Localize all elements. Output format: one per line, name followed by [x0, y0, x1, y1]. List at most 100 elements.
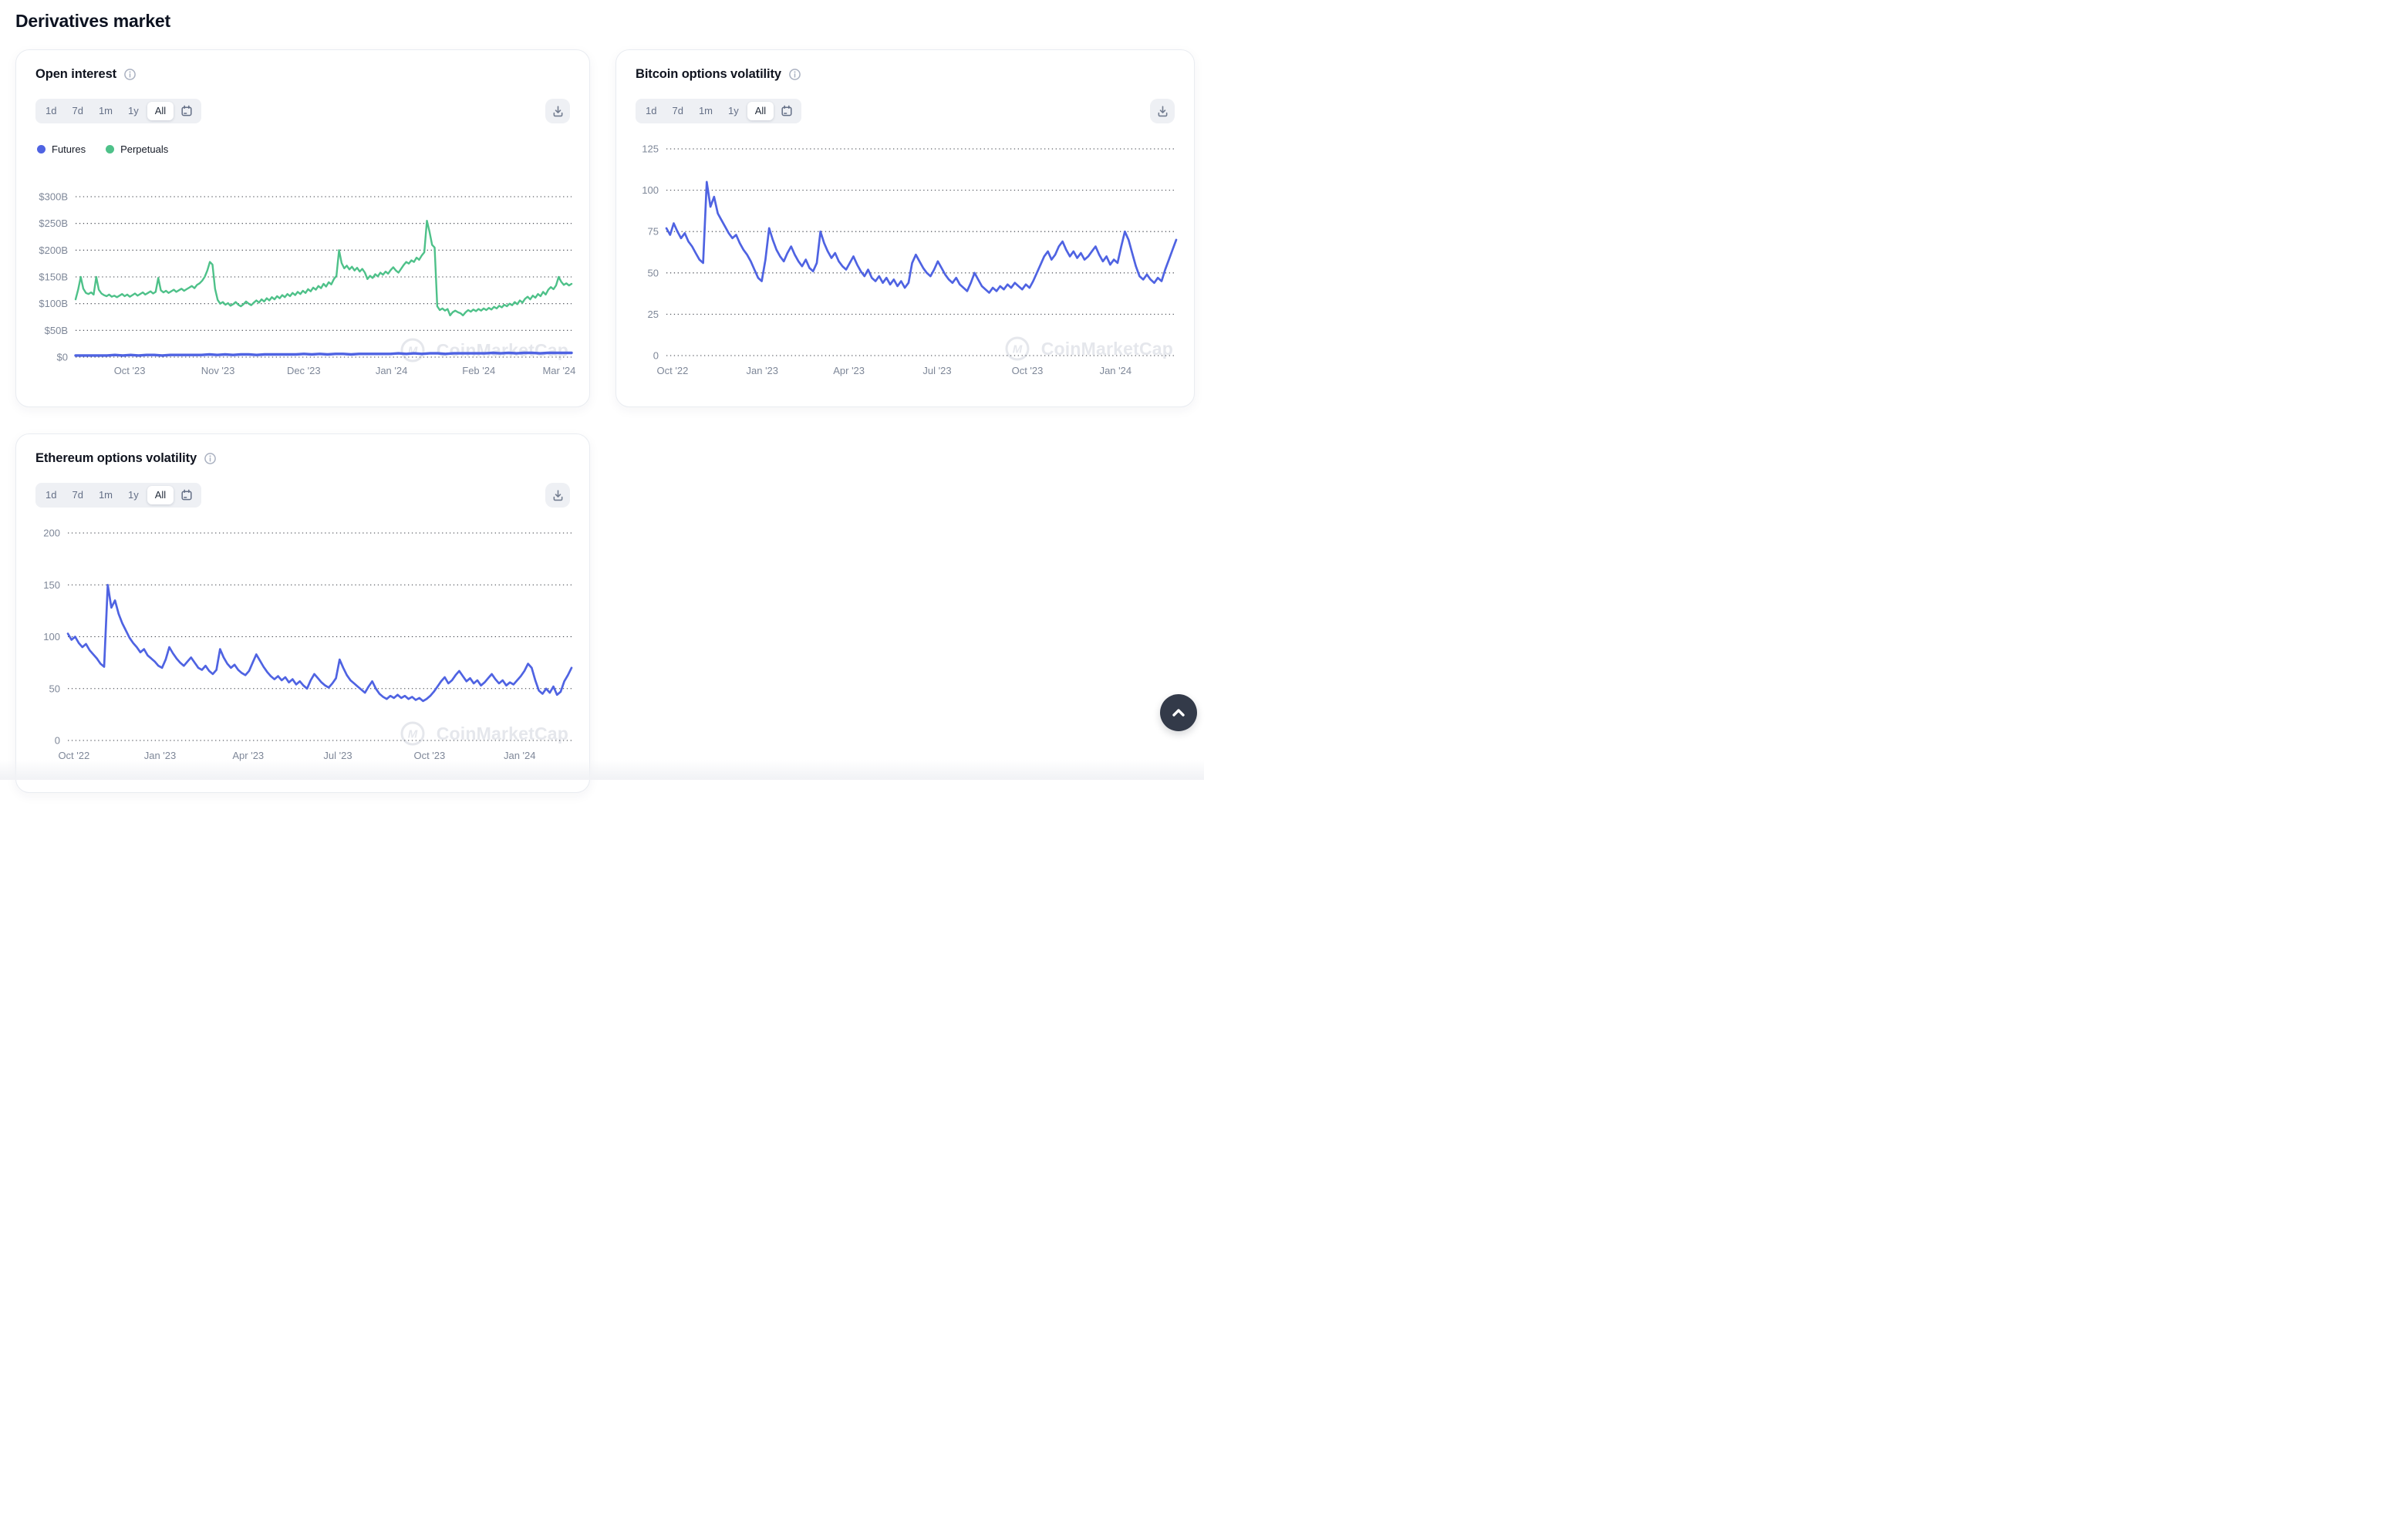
y-axis-label: 0	[55, 735, 60, 747]
scroll-top-button[interactable]	[1160, 694, 1197, 731]
y-axis-label: 150	[43, 579, 60, 591]
range-1m[interactable]: 1m	[92, 102, 120, 120]
range-all[interactable]: All	[147, 486, 174, 504]
x-axis-label: Mar '24	[542, 365, 575, 376]
range-7d[interactable]: 7d	[665, 102, 690, 120]
range-selector: 1d 7d 1m 1y All	[636, 99, 802, 123]
download-button[interactable]	[545, 99, 570, 123]
range-1d[interactable]: 1d	[39, 486, 63, 504]
chevron-up-icon	[1169, 703, 1189, 723]
y-axis-label: $50B	[45, 325, 68, 336]
y-axis-label: $100B	[39, 298, 68, 309]
legend-label: Futures	[52, 143, 86, 155]
card-header: Ethereum options volatility	[35, 451, 570, 466]
x-axis-label: Jan '23	[144, 750, 177, 761]
calendar-icon[interactable]	[175, 102, 198, 120]
perpetuals-line	[74, 220, 573, 317]
range-1y[interactable]: 1y	[121, 102, 146, 120]
range-1m[interactable]: 1m	[92, 486, 120, 504]
card-title-btc-volatility: Bitcoin options volatility	[636, 67, 781, 81]
y-axis-label: $0	[57, 352, 68, 363]
svg-text:M: M	[1013, 343, 1023, 356]
svg-text:M: M	[408, 345, 418, 358]
coinmarketcap-watermark: M CoinMarketCap	[400, 721, 568, 746]
info-icon[interactable]	[788, 68, 801, 81]
futures-dot-icon	[37, 145, 46, 153]
range-selector: 1d 7d 1m 1y All	[35, 483, 202, 508]
card-btc-volatility: Bitcoin options volatility 1d 7d 1m 1y A…	[615, 49, 1195, 407]
card-controls: 1d 7d 1m 1y All	[35, 483, 570, 508]
range-7d[interactable]: 7d	[65, 486, 89, 504]
chart-svg: M CoinMarketCap 0 50 100 150 200 Oct '22 Jan '23…	[43, 528, 573, 761]
open-interest-chart[interactable]: M CoinMarketCap $0 $50B $100B $150B $200B $250B…	[35, 181, 575, 383]
y-axis-label: 75	[648, 226, 659, 238]
range-1m[interactable]: 1m	[692, 102, 720, 120]
x-axis-label: Apr '23	[232, 750, 264, 761]
y-axis-label: $200B	[39, 245, 68, 256]
card-title-eth-volatility: Ethereum options volatility	[35, 451, 197, 465]
btc-implied-volatility-line	[665, 180, 1178, 294]
x-axis-label: Oct '22	[657, 365, 689, 376]
x-axis-label: Oct '23	[1012, 365, 1044, 376]
range-all[interactable]: All	[147, 102, 174, 120]
y-axis-label: 100	[642, 184, 659, 196]
x-axis-label: Jan '24	[1100, 365, 1132, 376]
eth-implied-volatility-line	[66, 583, 573, 703]
svg-text:CoinMarketCap: CoinMarketCap	[437, 723, 568, 744]
download-button[interactable]	[1150, 99, 1175, 123]
x-axis-label: Jan '23	[747, 365, 779, 376]
futures-line	[74, 351, 573, 357]
y-axis-label: $150B	[39, 272, 68, 283]
x-axis-label: Jan '24	[504, 750, 536, 761]
page-title: Derivatives market	[15, 11, 170, 31]
x-axis-label: Nov '23	[201, 365, 235, 376]
svg-text:CoinMarketCap: CoinMarketCap	[1041, 339, 1173, 359]
legend-item-futures[interactable]: Futures	[37, 143, 86, 155]
range-all[interactable]: All	[747, 102, 774, 120]
legend-label: Perpetuals	[120, 143, 169, 155]
range-7d[interactable]: 7d	[65, 102, 89, 120]
x-axis-label: Jul '23	[323, 750, 352, 761]
legend-item-perpetuals[interactable]: Perpetuals	[106, 143, 168, 155]
x-axis-label: Jul '23	[922, 365, 951, 376]
card-title-open-interest: Open interest	[35, 67, 117, 81]
x-axis-label: Oct '22	[58, 750, 89, 761]
y-axis-label: 50	[49, 683, 60, 694]
y-axis-label: 100	[43, 631, 60, 643]
chart-legend: Futures Perpetuals	[37, 143, 568, 155]
card-header: Open interest	[35, 67, 570, 82]
range-1y[interactable]: 1y	[721, 102, 746, 120]
x-axis-label: Jan '24	[376, 365, 408, 376]
card-eth-volatility: Ethereum options volatility 1d 7d 1m 1y …	[15, 433, 590, 793]
range-1y[interactable]: 1y	[121, 486, 146, 504]
card-open-interest: Open interest 1d 7d 1m 1y All	[15, 49, 590, 407]
info-icon[interactable]	[123, 68, 137, 81]
card-header: Bitcoin options volatility	[636, 67, 1175, 82]
y-axis-label: 200	[43, 528, 60, 539]
range-selector: 1d 7d 1m 1y All	[35, 99, 202, 123]
svg-text:CoinMarketCap: CoinMarketCap	[437, 340, 568, 360]
svg-text:M: M	[408, 728, 418, 741]
y-axis-label: $250B	[39, 218, 68, 229]
x-axis-label: Feb '24	[462, 365, 495, 376]
calendar-icon[interactable]	[775, 102, 798, 120]
y-axis-label: 50	[648, 267, 659, 278]
btc-volatility-chart[interactable]: M CoinMarketCap 0 25 50 75 100 125 Oct '22 Jan '2…	[636, 133, 1178, 382]
charts-grid: Open interest 1d 7d 1m 1y All	[15, 49, 1204, 793]
eth-volatility-chart[interactable]: M CoinMarketCap 0 50 100 150 200 Oct '22 Jan '23…	[35, 518, 573, 766]
y-axis-label: $300B	[39, 191, 68, 203]
info-icon[interactable]	[204, 452, 217, 465]
range-1d[interactable]: 1d	[39, 102, 63, 120]
x-axis-label: Dec '23	[287, 365, 321, 376]
y-axis-label: 125	[642, 143, 659, 155]
range-1d[interactable]: 1d	[639, 102, 663, 120]
download-button[interactable]	[545, 483, 570, 508]
calendar-icon[interactable]	[175, 486, 198, 504]
card-controls: 1d 7d 1m 1y All	[636, 99, 1175, 123]
perpetuals-dot-icon	[106, 145, 115, 153]
chart-svg: M CoinMarketCap $0 $50B $100B $150B $200B $250B…	[39, 191, 575, 377]
coinmarketcap-watermark: M CoinMarketCap	[400, 338, 568, 363]
card-controls: 1d 7d 1m 1y All	[35, 99, 570, 123]
y-axis-label: 0	[653, 350, 659, 362]
x-axis-label: Oct '23	[114, 365, 146, 376]
